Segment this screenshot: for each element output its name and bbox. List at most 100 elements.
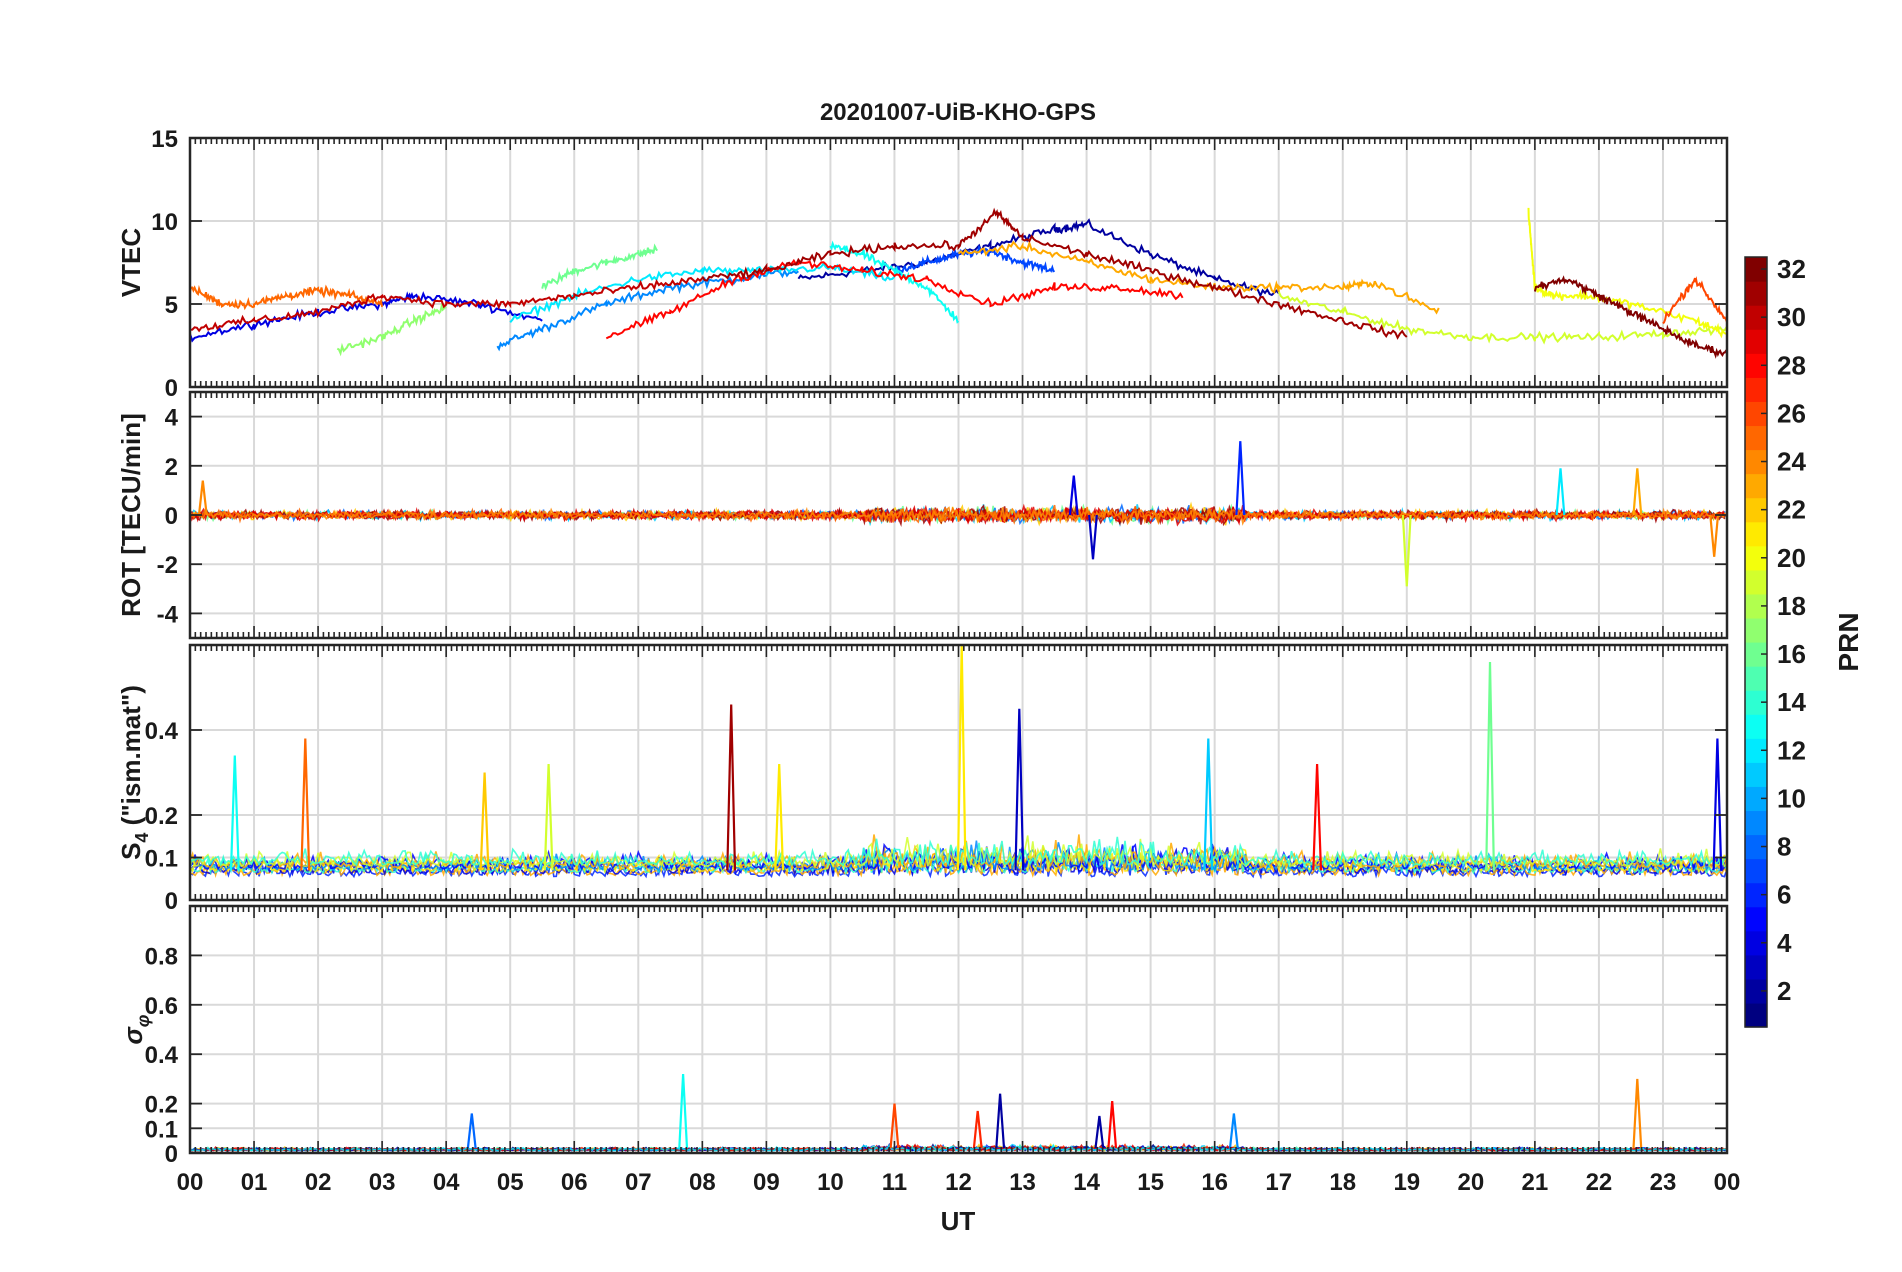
x-tick-label: 15 <box>1137 1169 1164 1196</box>
panel-sigma_phi-ticks <box>189 906 1728 1154</box>
colorbar-segment <box>1745 1002 1767 1028</box>
colorbar-tick-label: 4 <box>1777 928 1792 958</box>
x-tick-label: 14 <box>1073 1169 1100 1196</box>
y-tick-label: 0.8 <box>145 943 178 970</box>
colorbar-segment <box>1745 425 1767 451</box>
colorbar-segment <box>1745 882 1767 908</box>
colorbar-segment <box>1745 449 1767 475</box>
colorbar-segment <box>1745 545 1767 571</box>
colorbar-label: PRN <box>1833 612 1864 671</box>
s4-spike-prn-25 <box>300 738 311 871</box>
colorbar-segment <box>1745 786 1767 812</box>
s4-spike-prn-3 <box>1014 708 1025 871</box>
x-axis-label: UT <box>941 1206 976 1236</box>
y-tick-label: 0 <box>165 375 178 402</box>
rot-spike-prn-12 <box>1555 468 1566 516</box>
x-tick-label: 20 <box>1457 1169 1484 1196</box>
panel-sigma_phi: 00.10.2 0.4 0.6 0.8 σφ <box>118 904 1729 1168</box>
vtec-series-prn-19 <box>1277 291 1727 345</box>
vtec-series-prn-26 <box>1662 276 1727 325</box>
x-tick-label: 17 <box>1265 1169 1292 1196</box>
colorbar-tick-label: 22 <box>1777 495 1806 525</box>
rot-spike-prn-19 <box>1401 514 1412 587</box>
colorbar-segment <box>1745 329 1767 354</box>
colorbar-segment <box>1745 666 1767 691</box>
rot-spike-prn-3 <box>1088 514 1098 560</box>
colorbar-segment <box>1745 690 1767 715</box>
x-tick-label: 02 <box>305 1169 332 1196</box>
colorbar-segment <box>1745 569 1767 595</box>
panel-rot-ylabel: ROT [TECU/min] <box>116 413 146 617</box>
panel-s4: 0 0.1 0.2 0.4S4 ("ism.mat") <box>116 643 1729 915</box>
vtec-series-prn-2 <box>797 218 1280 299</box>
y-tick-label: 0.2 <box>145 1092 178 1119</box>
y-tick-label: 0.6 <box>145 993 178 1020</box>
colorbar-segment <box>1745 353 1767 378</box>
x-tick-label: 00 <box>1714 1169 1741 1196</box>
x-tick-label: 16 <box>1201 1169 1228 1196</box>
vtec-series-prn-32 <box>1533 275 1727 359</box>
x-tick-label: 18 <box>1329 1169 1356 1196</box>
vtec-series-prn-25 <box>190 284 384 311</box>
y-tick-label: 0.4 <box>145 718 179 745</box>
colorbar-segment <box>1745 401 1767 427</box>
s4-spike-prn-11 <box>1203 738 1214 871</box>
panel-s4-ticks <box>189 645 1728 901</box>
x-tick-label: 19 <box>1393 1169 1420 1196</box>
colorbar-segment <box>1745 593 1767 619</box>
chart-title: 20201007-UiB-KHO-GPS <box>820 99 1096 126</box>
panel-vtec-plot-area <box>190 207 1727 359</box>
vtec-series-prn-31 <box>701 207 1408 340</box>
y-tick-label: -4 <box>157 601 179 628</box>
rot-spike-prn-24 <box>197 480 208 516</box>
s4-spike-prn-22 <box>479 772 490 871</box>
sigma_phi-spike-prn-9 <box>1228 1113 1239 1149</box>
s4-spike-prn-21 <box>774 763 785 871</box>
panel-rot-plot-area <box>190 441 1726 587</box>
sigma_phi-spike-prn-2 <box>995 1093 1006 1149</box>
colorbar-tick-label: 24 <box>1777 447 1806 477</box>
x-tick-label: 01 <box>241 1169 268 1196</box>
x-tick-label: 13 <box>1009 1169 1036 1196</box>
y-tick-label: 0 <box>165 503 178 530</box>
panel-rot-ticks <box>189 392 1728 638</box>
colorbar-tick-label: 14 <box>1777 687 1806 717</box>
colorbar-segment <box>1745 906 1767 932</box>
colorbar-segment <box>1745 738 1767 763</box>
x-tick-label: 12 <box>945 1169 972 1196</box>
sigma_phi-spike-prn-2 <box>1094 1115 1105 1149</box>
x-tick-label: 10 <box>817 1169 844 1196</box>
y-tick-label: 0.1 <box>145 1116 178 1143</box>
vtec-series-prn-16 <box>541 243 658 291</box>
y-tick-label: 2 <box>165 454 178 481</box>
colorbar-segment <box>1745 930 1767 956</box>
vtec-series-prn-9 <box>496 268 799 352</box>
colorbar-segment <box>1745 762 1767 787</box>
s4-spike-prn-31 <box>726 704 737 871</box>
y-tick-label: 0 <box>165 888 178 915</box>
y-tick-label: 0.1 <box>145 846 178 873</box>
colorbar-segment <box>1745 642 1767 667</box>
panel-vtec-ticks <box>189 137 1728 388</box>
y-tick-label: -2 <box>157 552 178 579</box>
colorbar-segment <box>1745 617 1767 643</box>
colorbar-tick-label: 8 <box>1777 832 1791 862</box>
vtec-series-prn-17 <box>336 302 447 357</box>
colorbar-segment <box>1745 714 1767 739</box>
colorbar-tick-label: 16 <box>1777 639 1806 669</box>
colorbar-tick-label: 18 <box>1777 591 1806 621</box>
colorbar-tick-label: 12 <box>1777 735 1806 765</box>
rot-spike-prn-6 <box>1235 441 1246 516</box>
panel-rot: -4 -2 0 2 4 ROT [TECU/min] <box>116 390 1729 640</box>
colorbar-segment <box>1745 377 1767 402</box>
y-tick-label: 10 <box>151 209 178 236</box>
x-tick-label: 06 <box>561 1169 588 1196</box>
panel-sigma_phi-ylabel: σφ <box>118 1014 153 1044</box>
colorbar-segment <box>1745 521 1767 547</box>
sigma_phi-spike-prn-28 <box>1107 1101 1118 1149</box>
colorbar-segment <box>1745 858 1767 884</box>
x-tick-label: 04 <box>433 1169 460 1196</box>
colorbar-tick-label: 10 <box>1777 783 1806 813</box>
